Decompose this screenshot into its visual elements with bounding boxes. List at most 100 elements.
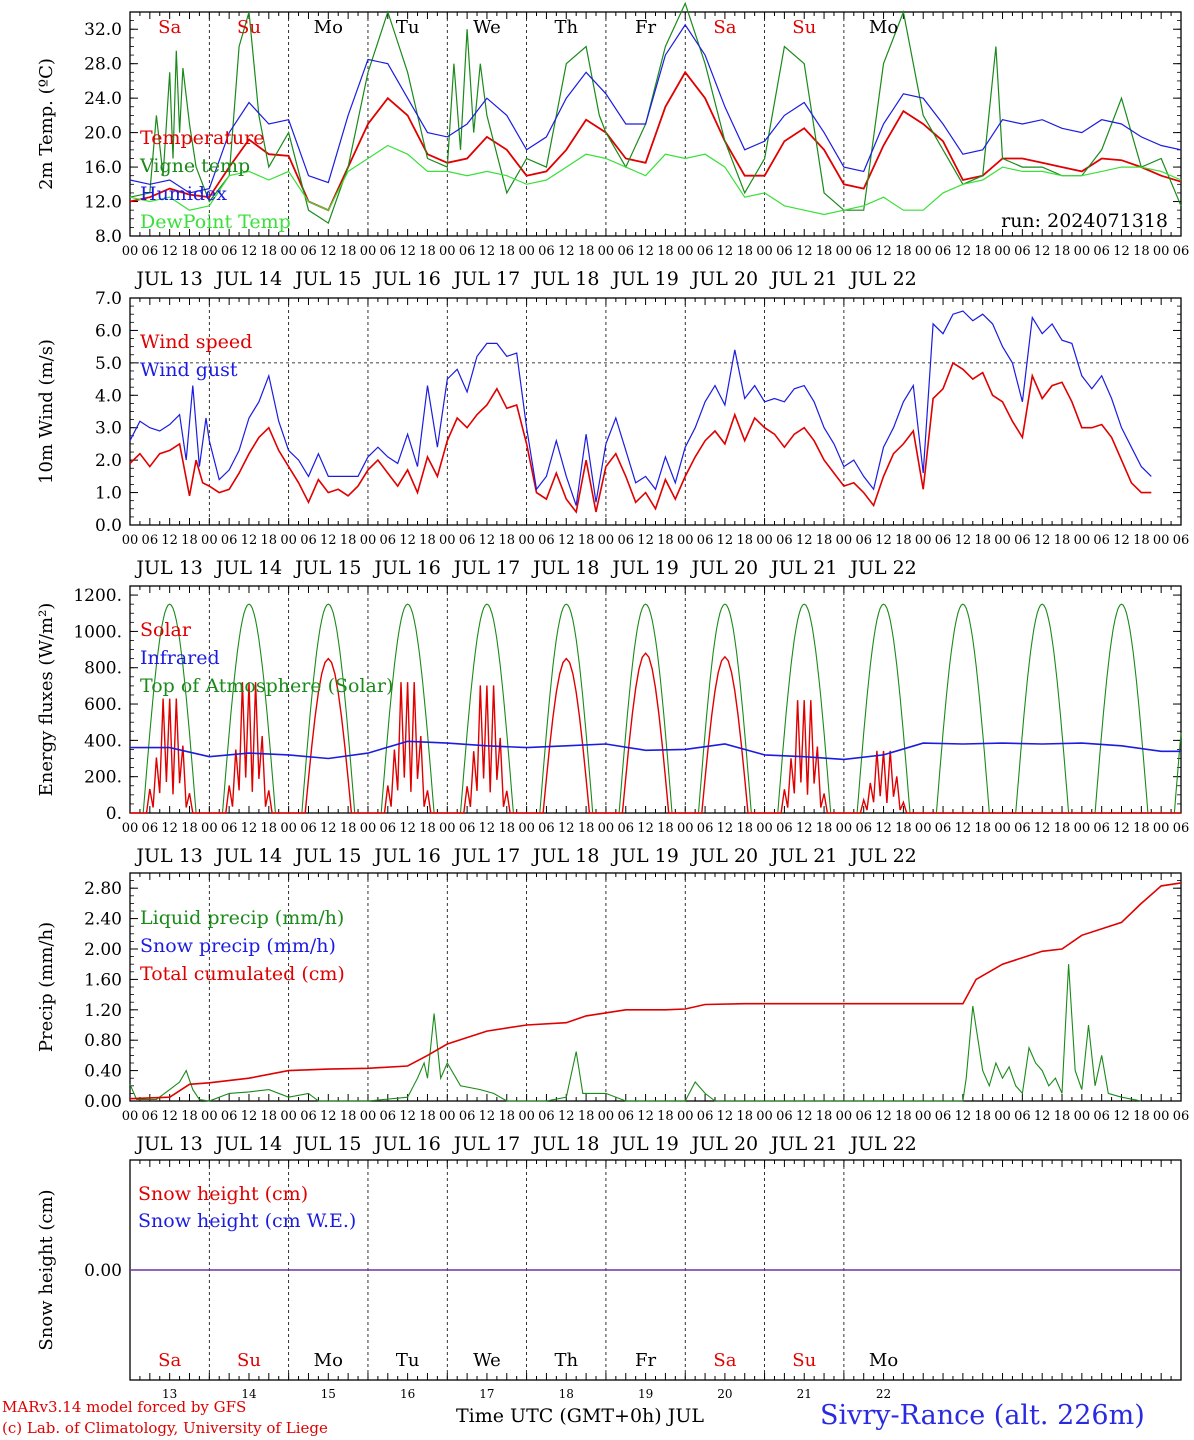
hour-tick-label: 00 (598, 244, 615, 259)
hour-tick-label: 18 (895, 1109, 912, 1124)
hour-tick-label: 18 (181, 533, 198, 548)
weekday-label: Fr (635, 17, 656, 38)
hour-tick-label: 00 (360, 821, 377, 836)
hour-tick-label: 18 (578, 244, 595, 259)
hour-tick-label: 06 (935, 821, 952, 836)
y-tick-label: 8.0 (95, 227, 122, 247)
day-label: JUL 21 (769, 845, 837, 867)
weekday-label: Mo (869, 17, 898, 38)
hour-tick-label: 12 (1113, 821, 1130, 836)
hour-tick-label: 06 (697, 821, 714, 836)
hour-tick-label: 00 (439, 821, 456, 836)
weekday-label: Th (554, 1350, 578, 1371)
day-label: JUL 22 (848, 845, 916, 867)
hour-tick-label: 18 (261, 821, 278, 836)
plot-frame (129, 297, 1182, 526)
hour-tick-label: 12 (717, 821, 734, 836)
hour-tick-label: 00 (280, 533, 297, 548)
hour-tick-label: 12 (241, 244, 258, 259)
y-tick-label: 3.0 (95, 419, 122, 439)
hour-tick-label: 18 (181, 244, 198, 259)
hour-tick-label: 12 (320, 244, 337, 259)
y-tick-label: 0.00 (84, 1092, 122, 1112)
hour-tick-label: 00 (836, 1109, 853, 1124)
y-tick-label: 200. (84, 768, 122, 788)
hour-tick-label: 06 (1173, 821, 1190, 836)
day-label: JUL 21 (769, 268, 837, 290)
hour-tick-label: 18 (816, 533, 833, 548)
hour-tick-label: 06 (380, 1109, 397, 1124)
hour-tick-label: 06 (1093, 533, 1110, 548)
day-label: JUL 13 (134, 845, 202, 867)
hour-tick-label: 18 (578, 1109, 595, 1124)
hour-tick-label: 00 (915, 244, 932, 259)
day-number-label: 22 (876, 1387, 891, 1401)
y-axis-label: Snow height (cm) (36, 1189, 57, 1350)
hour-tick-label: 00 (756, 1109, 773, 1124)
day-label: JUL 15 (293, 1133, 361, 1155)
hour-tick-label: 06 (538, 1109, 555, 1124)
day-label: JUL 13 (134, 268, 202, 290)
hour-tick-label: 18 (657, 244, 674, 259)
hour-tick-label: 06 (538, 533, 555, 548)
hour-tick-label: 00 (756, 533, 773, 548)
series-line-1 (129, 361, 1152, 514)
y-tick-label: 0.80 (84, 1031, 122, 1051)
y-tick-label: 0.00 (84, 1261, 122, 1281)
hour-tick-label: 18 (974, 821, 991, 836)
hour-tick-label: 00 (836, 244, 853, 259)
hour-tick-label: 00 (836, 533, 853, 548)
hour-tick-label: 12 (558, 244, 575, 259)
weekday-label: Fr (635, 1350, 656, 1371)
hour-tick-label: 18 (1054, 533, 1071, 548)
legend-entry: Snow height (cm W.E.) (138, 1210, 356, 1232)
y-tick-label: 1.60 (84, 970, 122, 990)
station-name: Sivry-Rance (alt. 226m) (820, 1400, 1145, 1431)
hour-tick-label: 06 (142, 1109, 159, 1124)
hour-tick-label: 06 (855, 244, 872, 259)
day-label: JUL 16 (372, 1133, 440, 1155)
hour-tick-label: 12 (717, 244, 734, 259)
hour-tick-label: 18 (419, 1109, 436, 1124)
legend-entry: Total cumulated (cm) (140, 963, 345, 985)
hour-tick-label: 00 (280, 244, 297, 259)
hour-tick-label: 12 (558, 1109, 575, 1124)
hour-tick-label: 12 (875, 1109, 892, 1124)
hour-tick-label: 18 (736, 533, 753, 548)
weekday-label: Tu (396, 17, 420, 38)
hour-tick-label: 06 (617, 1109, 634, 1124)
credit-line-2: (c) Lab. of Climatology, University of L… (2, 1419, 328, 1437)
hour-tick-label: 00 (518, 821, 535, 836)
legend-entry: Solar (140, 619, 192, 641)
hour-tick-label: 00 (994, 821, 1011, 836)
hour-tick-label: 12 (320, 821, 337, 836)
hour-tick-label: 06 (1093, 821, 1110, 836)
hour-tick-label: 00 (122, 533, 139, 548)
hour-tick-label: 18 (816, 821, 833, 836)
hour-tick-label: 06 (221, 244, 238, 259)
day-label: JUL 14 (214, 557, 282, 579)
y-tick-label: 1.0 (95, 484, 122, 504)
hour-tick-label: 00 (994, 244, 1011, 259)
hour-tick-label: 12 (1113, 533, 1130, 548)
hour-tick-label: 18 (261, 244, 278, 259)
weekday-label: Th (554, 17, 578, 38)
day-label: JUL 17 (452, 268, 520, 290)
day-label: JUL 14 (214, 268, 282, 290)
hour-tick-label: 00 (756, 244, 773, 259)
y-tick-label: 1.20 (84, 1001, 122, 1021)
hour-tick-label: 06 (776, 821, 793, 836)
hour-tick-label: 18 (340, 244, 357, 259)
legend-entry: Wind speed (140, 331, 252, 353)
y-tick-label: 24.0 (84, 89, 122, 109)
hour-tick-label: 00 (836, 821, 853, 836)
day-label: JUL 13 (134, 557, 202, 579)
hour-tick-label: 06 (1093, 1109, 1110, 1124)
hour-tick-label: 12 (479, 244, 496, 259)
hour-tick-label: 18 (1133, 533, 1150, 548)
hour-tick-label: 18 (419, 244, 436, 259)
y-tick-label: 12.0 (84, 193, 122, 213)
series-line-3 (129, 23, 1182, 194)
hour-tick-label: 12 (637, 244, 654, 259)
legend-entry: Temperature (140, 127, 264, 149)
